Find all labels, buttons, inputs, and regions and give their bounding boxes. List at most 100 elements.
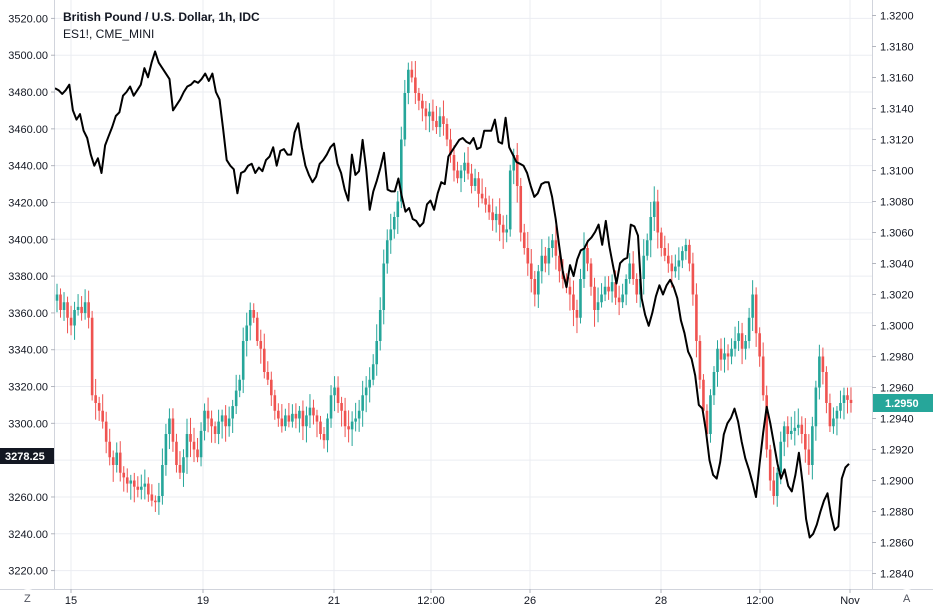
candle-body (779, 441, 783, 473)
candle-body (775, 472, 779, 496)
candle-body (199, 430, 203, 458)
candle-body (210, 418, 213, 427)
candle-body (336, 387, 340, 403)
zoom-button-bg[interactable] (19, 589, 37, 607)
right-tick-label: 1.3140 (880, 104, 914, 116)
candle-body (452, 155, 456, 171)
candle-body (733, 341, 737, 349)
candle-body (136, 486, 140, 490)
candle-body (540, 255, 544, 272)
candle-body (782, 426, 786, 442)
candle-body (547, 248, 551, 264)
right-tick-label: 1.3180 (880, 42, 914, 54)
candle-body (758, 333, 761, 357)
candle-body (473, 178, 477, 186)
candle-body (691, 263, 695, 295)
candle-body (466, 162, 470, 174)
candle-body (621, 294, 624, 303)
candle-body (375, 341, 379, 365)
candle-body (681, 251, 684, 261)
candle-body (414, 77, 417, 93)
auto-scale-button-bg[interactable] (898, 589, 916, 607)
candle-body (87, 302, 90, 318)
candle-body (62, 302, 66, 310)
candle-body (484, 198, 487, 205)
candle-body (800, 424, 804, 434)
candle-body (150, 494, 154, 501)
candle-body (832, 418, 835, 427)
candle-body (248, 310, 252, 326)
left-tick-label: 3520.00 (8, 13, 48, 25)
candle-body (811, 426, 814, 465)
candle-body (245, 325, 249, 341)
candle-body (814, 387, 818, 427)
left-axis[interactable]: 3520.00 3500.00 3480.00 3460.00 3440.00 3420.… (8, 13, 55, 578)
candle-body (842, 395, 846, 403)
candle-body (677, 260, 681, 267)
candle-body (66, 302, 69, 318)
candle-body (768, 449, 772, 481)
right-tick-label: 1.3200 (880, 11, 914, 23)
time-tick-label: Nov (840, 595, 860, 607)
candle-body (357, 410, 361, 419)
candle-body (519, 186, 523, 233)
candle-body (652, 201, 656, 217)
candle-body (505, 229, 508, 233)
time-tick-label: 26 (524, 595, 536, 607)
left-price-badge-text: 3278.25 (5, 451, 45, 463)
candle-body (477, 178, 480, 194)
candle-body (610, 282, 614, 292)
candle-body (147, 483, 150, 495)
candle-body (241, 341, 245, 380)
candle-body (522, 232, 526, 248)
zoom-button[interactable]: Z (19, 589, 37, 607)
time-tick-label: 19 (197, 595, 209, 607)
time-axis[interactable]: 15 19 21 12:00 26 28 12:00 Nov (65, 589, 860, 607)
right-tick-label: 1.2860 (880, 538, 914, 550)
candle-body (512, 155, 516, 171)
right-tick-label: 1.3020 (880, 290, 914, 302)
right-axis[interactable]: 1.3200 1.3180 1.3160 1.3140 1.3120 1.3100 1.30… (872, 11, 914, 581)
candle-body (108, 441, 111, 458)
candle-body (73, 310, 76, 326)
candle-body (712, 372, 716, 396)
es-overlay-line (54, 50, 850, 539)
candle-body (101, 410, 104, 422)
candle-body (726, 353, 730, 357)
candle-body (94, 395, 97, 403)
candle-body (635, 279, 638, 295)
candle-body (449, 139, 452, 155)
candle-body (849, 399, 853, 403)
candle-body (192, 441, 196, 450)
candle-body (182, 457, 185, 473)
right-price-badge-bg (873, 394, 933, 412)
candle-body (600, 294, 603, 303)
candle-body (361, 395, 364, 411)
candle-body (579, 279, 582, 318)
right-tick-label: 1.3040 (880, 259, 914, 271)
candle-body (185, 434, 189, 458)
candle-body (431, 111, 435, 121)
auto-scale-button-label[interactable]: A (903, 593, 911, 605)
candle-body (667, 255, 670, 264)
candle-body (168, 418, 171, 434)
right-tick-label: 1.2940 (880, 414, 914, 426)
candle-body (284, 415, 287, 427)
candle-body (558, 255, 561, 272)
candle-body (410, 69, 414, 78)
candle-body (280, 418, 284, 427)
candle-body (389, 229, 393, 241)
candle-body (392, 217, 396, 230)
candle-body (329, 395, 333, 419)
candle-body (196, 449, 199, 458)
candle-body (839, 403, 842, 411)
candle-body (298, 410, 301, 419)
time-tick-label: 21 (328, 595, 340, 607)
candle-body (428, 111, 431, 117)
candle-body (719, 348, 723, 360)
zoom-button-label[interactable]: Z (24, 593, 31, 605)
auto-scale-button[interactable]: A (898, 589, 916, 607)
candle-body (603, 286, 607, 295)
candle-body (624, 279, 628, 295)
candle-body (220, 415, 224, 422)
